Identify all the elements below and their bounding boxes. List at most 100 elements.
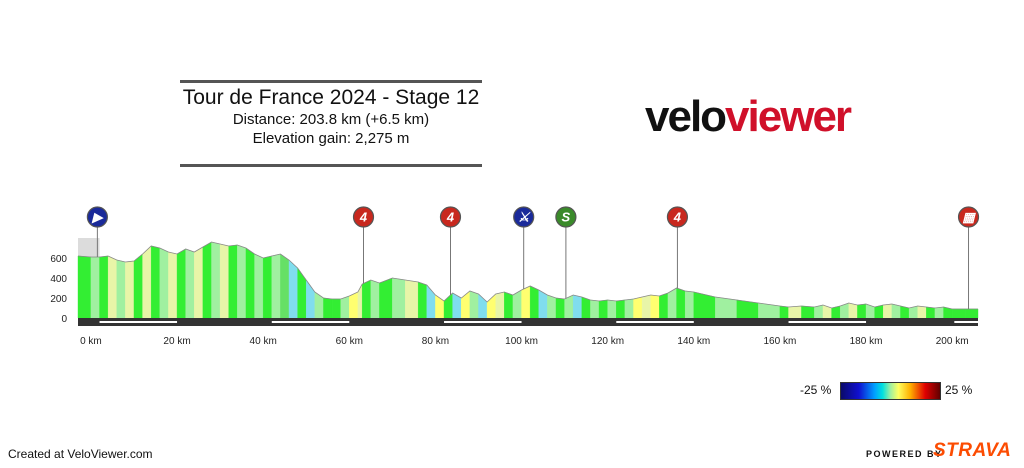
profile-segment [469, 290, 479, 319]
x-tick-label: 100 km [505, 336, 538, 347]
finish-marker: ▦ [957, 206, 980, 309]
profile-segment [331, 298, 341, 319]
road-bar-dash [788, 321, 867, 323]
profile-segment [788, 305, 802, 319]
profile-outline [77, 241, 978, 310]
profile-segment [314, 291, 324, 319]
x-axis-ticks: 0 km 20 km 40 km 60 km 80 km 100 km 120 km 140 … [80, 336, 968, 347]
y-tick-label: 200 [50, 294, 67, 305]
climb-cat4-3-marker-badge [666, 206, 689, 228]
y-tick-label: 400 [50, 274, 67, 285]
profile-segment [323, 297, 333, 319]
x-tick-label: 200 km [936, 336, 969, 347]
feed-zone-marker-label: ⚔ [518, 210, 531, 225]
profile-segment [857, 303, 867, 319]
y-axis-ticks: 0 200 400 600 [50, 254, 67, 325]
climb-cat4-3-marker: 4 [666, 206, 689, 289]
profile-segment [598, 299, 608, 319]
profile-segment [379, 277, 393, 319]
y-tick-label: 600 [50, 254, 67, 265]
profile-segment [370, 279, 380, 319]
climb-cat4-1-marker-badge [352, 206, 375, 228]
climb-cat4-2-marker: 4 [439, 206, 462, 295]
profile-segment [676, 287, 686, 319]
finish-marker-label: ▦ [962, 210, 976, 225]
profile-segment [211, 241, 221, 319]
y-tick-label: 0 [61, 314, 67, 325]
profile-segment [581, 296, 591, 319]
profile-segment [168, 251, 178, 319]
profile-segment [641, 294, 651, 319]
profile-segment [926, 306, 936, 319]
profile-segment [228, 244, 238, 319]
climb-cat4-3-marker-label: 4 [673, 210, 682, 225]
profile-segments [77, 241, 979, 319]
elevation-gain-text: Elevation gain: 2,275 m [252, 130, 410, 147]
profile-segment [99, 255, 109, 319]
intermediate-sprint-marker-badge [555, 206, 577, 228]
climb-cat4-2-marker-label: 4 [446, 210, 455, 225]
gradient-legend-bar [840, 382, 941, 400]
profile-segment [176, 248, 186, 319]
profile-segment [185, 248, 195, 319]
profile-segment [133, 253, 143, 319]
road-bar-track [78, 318, 978, 326]
start-marker: ▶ [86, 206, 108, 257]
profile-segment [951, 308, 966, 319]
profile-segment [159, 247, 169, 319]
profile-segment [865, 303, 875, 319]
x-tick-label: 60 km [336, 336, 363, 347]
profile-segment [405, 279, 419, 319]
profile-segment [90, 256, 100, 319]
profile-segment [801, 305, 815, 319]
profile-segment [555, 297, 565, 319]
road-bar-dash [99, 321, 178, 323]
profile-segment [633, 296, 643, 319]
profile-segment [417, 281, 428, 319]
profile-segment [934, 306, 944, 319]
profile-segment [77, 255, 92, 319]
profile-segment [616, 299, 626, 319]
gradient-legend-min: -25 % [800, 383, 832, 397]
distance-text: Distance: 203.8 km (+6.5 km) [232, 111, 430, 128]
profile-segment [237, 244, 247, 319]
road-bar-dash [444, 321, 522, 323]
climb-cat4-1-marker-label: 4 [359, 210, 368, 225]
climb-cat4-2-marker-badge [439, 206, 462, 228]
x-tick-label: 80 km [422, 336, 449, 347]
profile-segment [349, 291, 359, 319]
road-bar-dash [616, 321, 694, 323]
profile-segment [245, 247, 255, 319]
profile-segment [280, 253, 290, 319]
profile-segment [461, 290, 471, 319]
profile-segment [964, 308, 979, 319]
strava-logo: STRAVA [933, 440, 1012, 461]
profile-segment [607, 299, 617, 319]
road-bar-dash [271, 321, 350, 323]
x-tick-label: 120 km [591, 336, 624, 347]
profile-segment [573, 294, 583, 319]
road-bar [78, 318, 978, 326]
x-tick-label: 160 km [764, 336, 797, 347]
profile-segment [357, 283, 363, 319]
profile-segment [288, 259, 298, 319]
profile-segment [392, 277, 406, 319]
powered-by-text: POWERED BY [866, 449, 943, 459]
x-tick-label: 40 km [250, 336, 277, 347]
start-marker-badge [86, 206, 108, 228]
profile-segment [715, 296, 738, 319]
profile-segment [495, 291, 505, 319]
header-bottom-rule [180, 164, 482, 167]
profile-segment [452, 292, 462, 319]
climb-cat4-1-marker: 4 [352, 206, 375, 284]
profile-segment [848, 302, 858, 319]
feed-zone-marker-badge [513, 206, 535, 228]
profile-segment [219, 243, 229, 319]
road-bar-dash [954, 321, 978, 323]
profile-segment [684, 290, 694, 319]
profile-segment [262, 255, 272, 319]
gradient-legend-max: 25 % [945, 383, 973, 397]
feed-zone-marker: ⚔ [513, 206, 535, 289]
profile-segment [547, 294, 557, 319]
